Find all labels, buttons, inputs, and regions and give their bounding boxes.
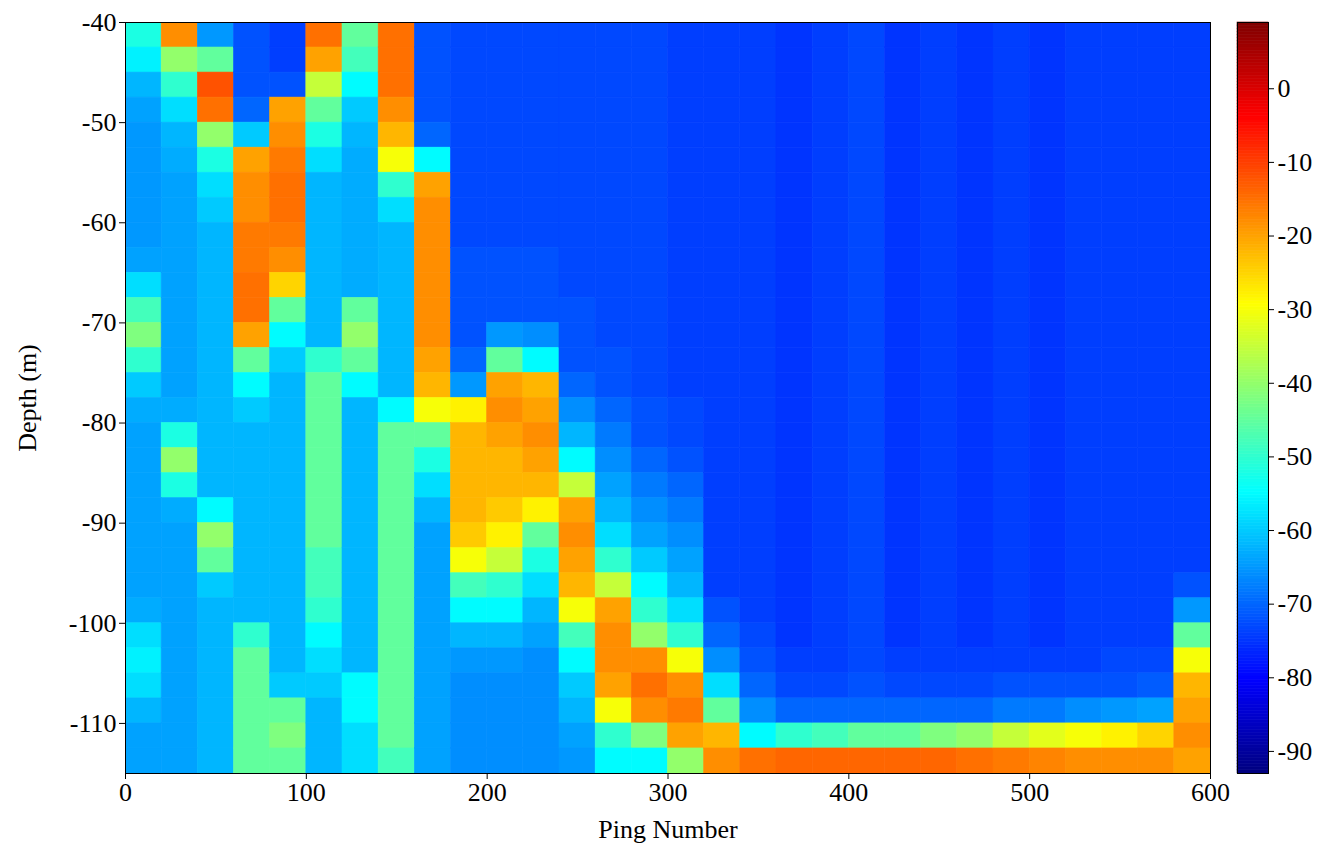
svg-text:-60: -60 xyxy=(1278,516,1313,545)
svg-text:Depth (m): Depth (m) xyxy=(13,344,42,452)
svg-text:-50: -50 xyxy=(82,108,117,137)
svg-text:300: 300 xyxy=(649,778,688,807)
svg-text:-40: -40 xyxy=(1278,369,1313,398)
svg-text:0: 0 xyxy=(1278,74,1291,103)
svg-text:100: 100 xyxy=(287,778,326,807)
svg-text:-80: -80 xyxy=(82,408,117,437)
svg-text:600: 600 xyxy=(1191,778,1230,807)
svg-text:-100: -100 xyxy=(69,609,117,638)
svg-text:-40: -40 xyxy=(82,8,117,37)
svg-text:-10: -10 xyxy=(1278,148,1313,177)
svg-text:500: 500 xyxy=(1010,778,1049,807)
svg-text:-90: -90 xyxy=(82,508,117,537)
svg-text:400: 400 xyxy=(829,778,868,807)
svg-text:-110: -110 xyxy=(70,709,117,738)
svg-text:Ping Number: Ping Number xyxy=(598,815,738,844)
svg-text:0: 0 xyxy=(119,778,132,807)
svg-text:-70: -70 xyxy=(82,308,117,337)
svg-text:-80: -80 xyxy=(1278,663,1313,692)
svg-text:200: 200 xyxy=(468,778,507,807)
svg-text:-90: -90 xyxy=(1278,737,1313,766)
svg-text:-60: -60 xyxy=(82,208,117,237)
svg-text:-20: -20 xyxy=(1278,221,1313,250)
svg-text:-50: -50 xyxy=(1278,442,1313,471)
svg-text:-30: -30 xyxy=(1278,295,1313,324)
svg-text:-70: -70 xyxy=(1278,589,1313,618)
